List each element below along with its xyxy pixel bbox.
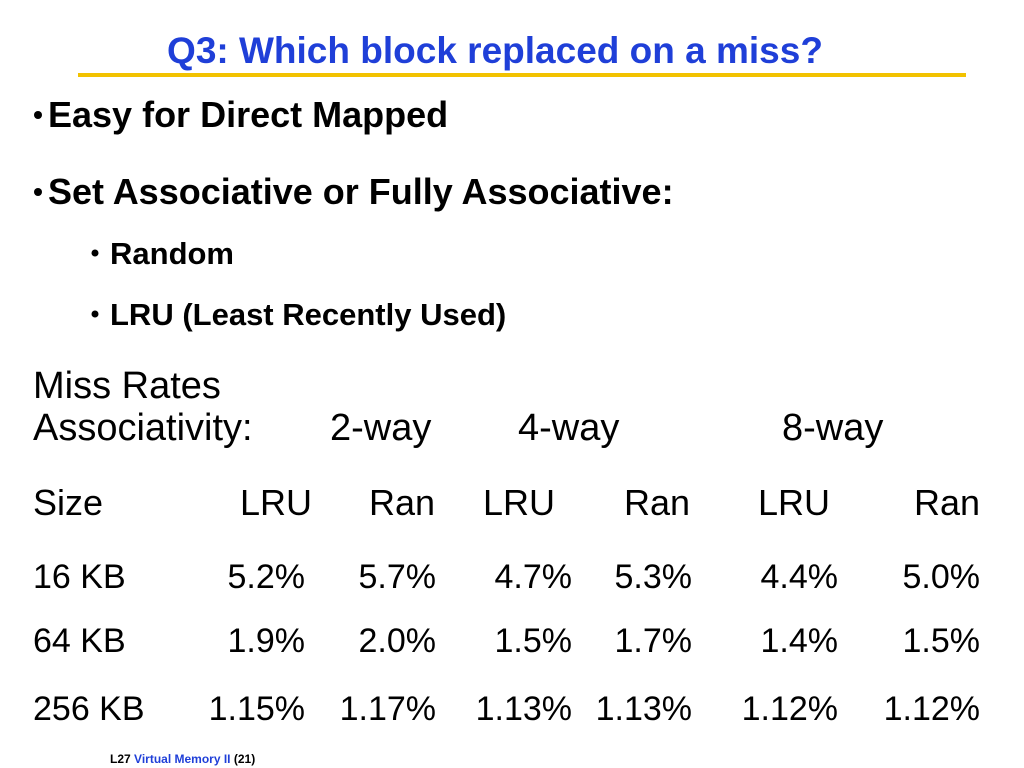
footer-page: (21) bbox=[234, 752, 255, 766]
miss-rate-table: Size LRU Ran LRU Ran LRU Ran 16 KB 5.2% 5.7% 4.7% 5… bbox=[33, 482, 980, 728]
associativity-group: 2-way bbox=[330, 407, 431, 449]
footer: L27 Virtual Memory II (21) bbox=[110, 752, 255, 766]
table-header-cell: Ran bbox=[914, 482, 980, 523]
bullet: Easy for Direct Mapped bbox=[48, 94, 448, 135]
table-cell: 1.7% bbox=[615, 622, 693, 660]
table-header-cell: Ran bbox=[369, 482, 435, 523]
sub-bullet: LRU (Least Recently Used) bbox=[110, 297, 506, 332]
table-header-cell: LRU bbox=[240, 482, 312, 523]
title-underline bbox=[78, 73, 966, 77]
table-cell: 1.15% bbox=[209, 690, 305, 728]
table-cell: 5.0% bbox=[903, 558, 981, 596]
sub-bullet-dot bbox=[91, 310, 99, 318]
sub-bullet-dot bbox=[91, 249, 99, 257]
table-header-cell: Ran bbox=[624, 482, 690, 523]
table-cell: 1.13% bbox=[596, 690, 692, 728]
bullet-dot bbox=[34, 111, 42, 119]
row-label: 64 KB bbox=[33, 622, 126, 660]
table-cell: 5.7% bbox=[359, 558, 437, 596]
footer-lecture: L27 bbox=[110, 752, 131, 766]
table-cell: 1.17% bbox=[340, 690, 436, 728]
table-cell: 4.7% bbox=[495, 558, 573, 596]
table-cell: 5.2% bbox=[228, 558, 306, 596]
table-cell: 1.4% bbox=[761, 622, 839, 660]
row-label: 256 KB bbox=[33, 690, 145, 728]
table-cell: 1.12% bbox=[884, 690, 980, 728]
footer-topic: Virtual Memory II bbox=[134, 752, 230, 766]
table-cell: 1.5% bbox=[495, 622, 573, 660]
table-cell: 1.12% bbox=[742, 690, 838, 728]
table-header-cell: Size bbox=[33, 482, 103, 523]
table-header-cell: LRU bbox=[483, 482, 555, 523]
bullet-dot bbox=[34, 188, 42, 196]
table-cell: 1.9% bbox=[228, 622, 306, 660]
associativity-group: 8-way bbox=[782, 407, 883, 449]
bullet: Set Associative or Fully Associative: bbox=[48, 171, 674, 212]
table-cell: 1.5% bbox=[903, 622, 981, 660]
table-header-cell: LRU bbox=[758, 482, 830, 523]
table-cell: 1.13% bbox=[476, 690, 572, 728]
associativity-group: 4-way bbox=[518, 407, 619, 449]
miss-rates-heading: Miss Rates bbox=[33, 365, 221, 407]
sub-bullet: Random bbox=[110, 236, 234, 271]
slide-title: Q3: Which block replaced on a miss? bbox=[167, 30, 823, 71]
table-cell: 2.0% bbox=[359, 622, 437, 660]
associativity-label: Associativity: bbox=[33, 407, 253, 449]
table-cell: 4.4% bbox=[761, 558, 839, 596]
row-label: 16 KB bbox=[33, 558, 126, 596]
table-cell: 5.3% bbox=[615, 558, 693, 596]
